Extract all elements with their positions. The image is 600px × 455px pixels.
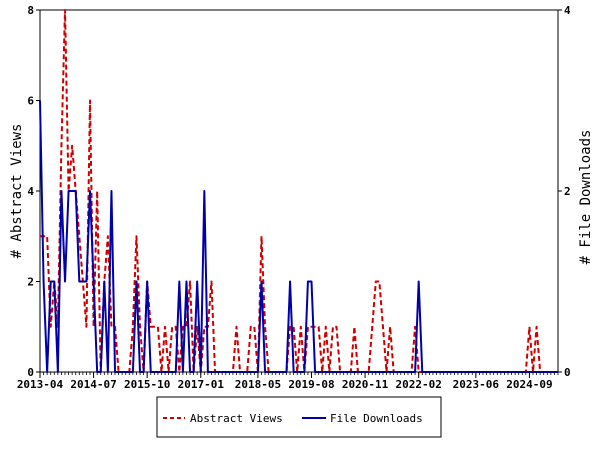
x-tick-label: 2015-10 (124, 378, 170, 391)
right-axis: 0 2 4 (558, 4, 571, 379)
legend: Abstract Views File Downloads (156, 396, 442, 438)
x-tick-label: 2013-04 (17, 378, 64, 391)
left-tick-label: 2 (27, 276, 34, 289)
x-tick-label: 2024-09 (506, 378, 552, 391)
left-tick-label: 8 (27, 4, 34, 17)
plot-area (39, 9, 559, 373)
right-tick-label: 2 (564, 185, 571, 198)
series-layer (39, 9, 558, 373)
x-tick-label: 2018-05 (235, 378, 281, 391)
left-axis: 0 2 4 6 8 (27, 4, 40, 379)
x-axis: 2013-04 2014-07 2015-10 2017-01 2018-05 2019-… (17, 372, 559, 391)
left-tick-label: 6 (27, 95, 34, 108)
left-axis-title: # Abstract Views (9, 124, 25, 259)
right-tick-label: 4 (564, 4, 571, 17)
x-tick-label: 2014-07 (70, 378, 116, 391)
x-tick-label: 2023-06 (453, 378, 500, 391)
legend-label-abstract-views: Abstract Views (190, 412, 283, 425)
x-tick-label: 2017-01 (178, 378, 225, 391)
series-line-file-downloads (39, 100, 558, 373)
right-axis-title: # File Downloads (578, 130, 594, 265)
right-tick-label: 0 (564, 366, 571, 379)
left-tick-label: 4 (27, 185, 34, 198)
legend-box (156, 396, 442, 438)
left-tick-label: 0 (27, 366, 34, 379)
x-tick-label: 2019-08 (288, 378, 334, 391)
x-tick-label: 2022-02 (395, 378, 441, 391)
x-tick-label: 2020-11 (342, 378, 389, 391)
legend-label-file-downloads: File Downloads (330, 412, 423, 425)
